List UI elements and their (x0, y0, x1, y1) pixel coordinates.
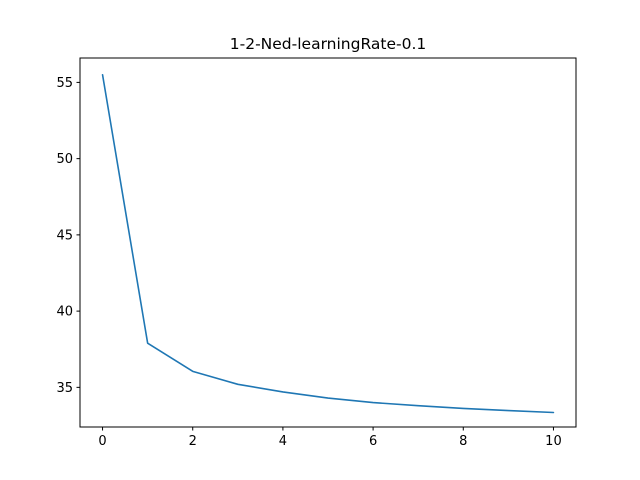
y-tick-label: 35 (56, 381, 73, 396)
chart-title: 1-2-Ned-learningRate-0.1 (230, 35, 427, 53)
x-tick-label: 0 (98, 434, 106, 449)
x-tick-label: 6 (369, 434, 377, 449)
y-tick-label: 40 (56, 305, 73, 320)
y-tick-label: 55 (56, 76, 73, 91)
series-line (101, 73, 555, 414)
x-tick-label: 10 (545, 434, 562, 449)
y-tick-label: 45 (56, 228, 73, 243)
y-tick-label: 50 (56, 152, 73, 167)
plot-frame (79, 57, 577, 428)
x-tick-label: 4 (279, 434, 287, 449)
axis-ticks: 0 2 4 6 8 10 35 40 45 50 55 (56, 76, 561, 449)
x-tick-label: 2 (189, 434, 197, 449)
x-tick-label: 8 (459, 434, 467, 449)
series-layer (101, 73, 555, 414)
